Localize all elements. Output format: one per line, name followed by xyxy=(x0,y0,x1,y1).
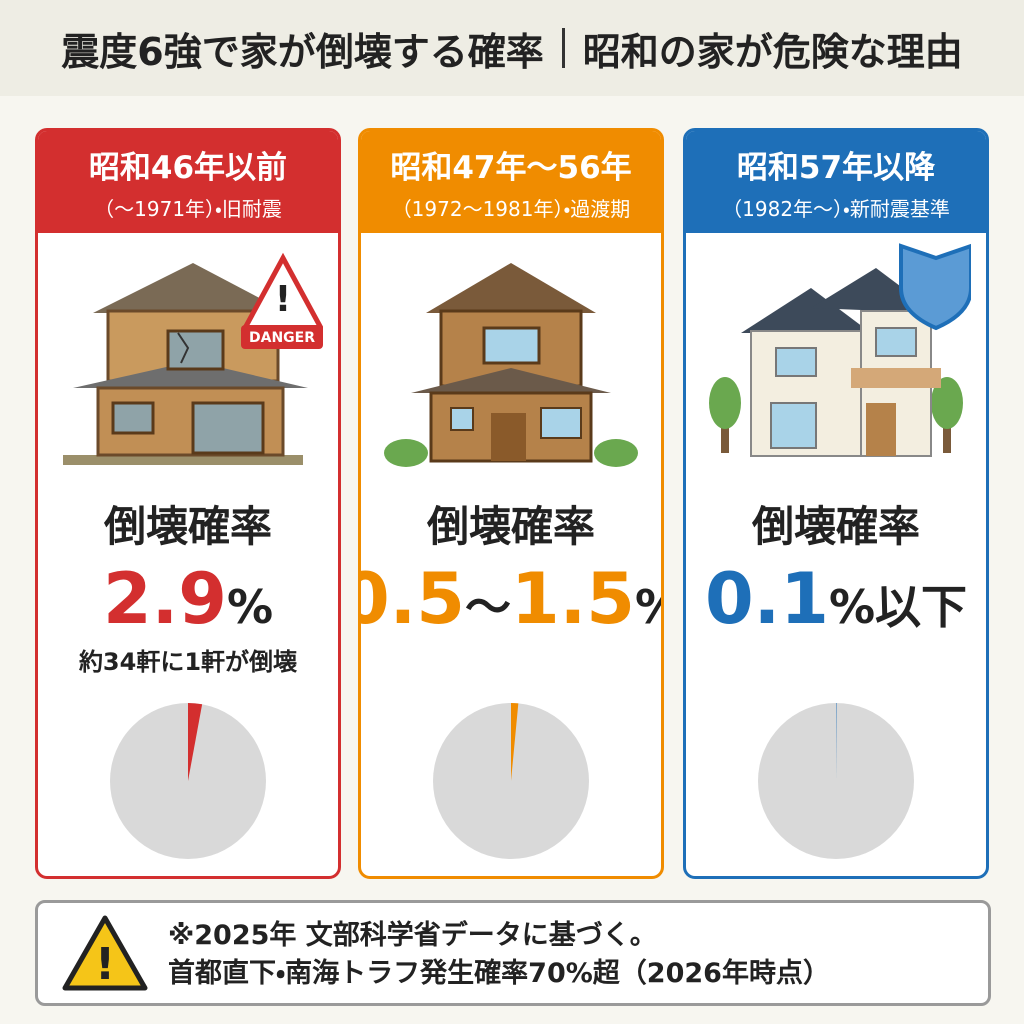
svg-text:!: ! xyxy=(275,279,291,320)
house-illustration xyxy=(384,263,638,467)
card: 昭和47年〜56年 （1972〜1981年）・過渡期 倒壊確率 0.5 〜 1.… xyxy=(358,128,664,879)
note: 約34軒に1軒が倒壊 xyxy=(78,648,298,676)
house-illustration: ! DANGER xyxy=(63,252,323,465)
pie xyxy=(433,703,589,859)
card: 昭和46年以前 （〜1971年）・旧耐震 ! DANGER 倒壊確率 2.9 %… xyxy=(35,128,341,879)
pie-wedge xyxy=(188,703,203,781)
pie-wedge xyxy=(511,703,519,781)
era: 昭和47年〜56年 xyxy=(390,150,632,186)
rate-unit: %以下 xyxy=(828,580,968,634)
rate-label: 倒壊確率 xyxy=(751,502,920,551)
note-space xyxy=(686,642,986,672)
footer: ! ※2025年 文部科学省データに基づく。 首都直下・南海トラフ発生確率70%… xyxy=(35,900,991,1006)
separator xyxy=(561,28,565,68)
title: 震度6強で家が倒壊する確率 xyxy=(61,29,544,74)
period: （〜1971年）・旧耐震 xyxy=(94,197,282,221)
rate: 0.5 〜 1.5 % xyxy=(361,558,661,642)
era: 昭和57年以降 xyxy=(736,150,936,186)
rate-separator: 〜 xyxy=(464,580,511,634)
period: （1982年〜）・新耐震基準 xyxy=(722,197,950,221)
note-space xyxy=(361,642,661,672)
rate-label: 倒壊確率 xyxy=(426,502,595,551)
rate-value: 0.1 xyxy=(704,558,829,640)
rate: 0.1 %以下 xyxy=(686,558,986,642)
subtitle: 昭和の家が危険な理由 xyxy=(582,29,963,74)
card-header: 昭和57年以降 （1982年〜）・新耐震基準 xyxy=(686,131,986,233)
header: 震度6強で家が倒壊する確率 昭和の家が危険な理由 xyxy=(0,0,1024,96)
period: （1972〜1981年）・過渡期 xyxy=(391,197,631,221)
rate-unit: % xyxy=(226,580,274,634)
footer-line: ※2025年 文部科学省データに基づく。 xyxy=(168,920,657,951)
era: 昭和46年以前 xyxy=(88,150,288,186)
card-header: 昭和47年〜56年 （1972〜1981年）・過渡期 xyxy=(361,131,661,233)
warning-icon: ! xyxy=(62,915,148,991)
rate-high: 1.5 xyxy=(510,558,635,640)
footer-line: 首都直下・南海トラフ発生確率70%超（2026年時点） xyxy=(168,958,830,989)
rate-unit: % xyxy=(635,580,661,634)
card-header: 昭和46年以前 （〜1971年）・旧耐震 xyxy=(38,131,338,233)
rate-low: 0.5 xyxy=(361,558,465,640)
pie xyxy=(758,703,914,859)
rate-value: 2.9 xyxy=(102,558,227,640)
house-illustration xyxy=(709,243,971,457)
rate-label: 倒壊確率 xyxy=(103,502,272,551)
footer-text: ※2025年 文部科学省データに基づく。 首都直下・南海トラフ発生確率70%超（… xyxy=(168,917,830,993)
card: 昭和57年以降 （1982年〜）・新耐震基準 倒壊確率 0.1 %以下 xyxy=(683,128,989,879)
svg-text:!: ! xyxy=(95,939,115,990)
rate: 2.9 % xyxy=(38,558,338,642)
danger-badge: DANGER xyxy=(249,330,315,346)
pie xyxy=(110,703,266,859)
